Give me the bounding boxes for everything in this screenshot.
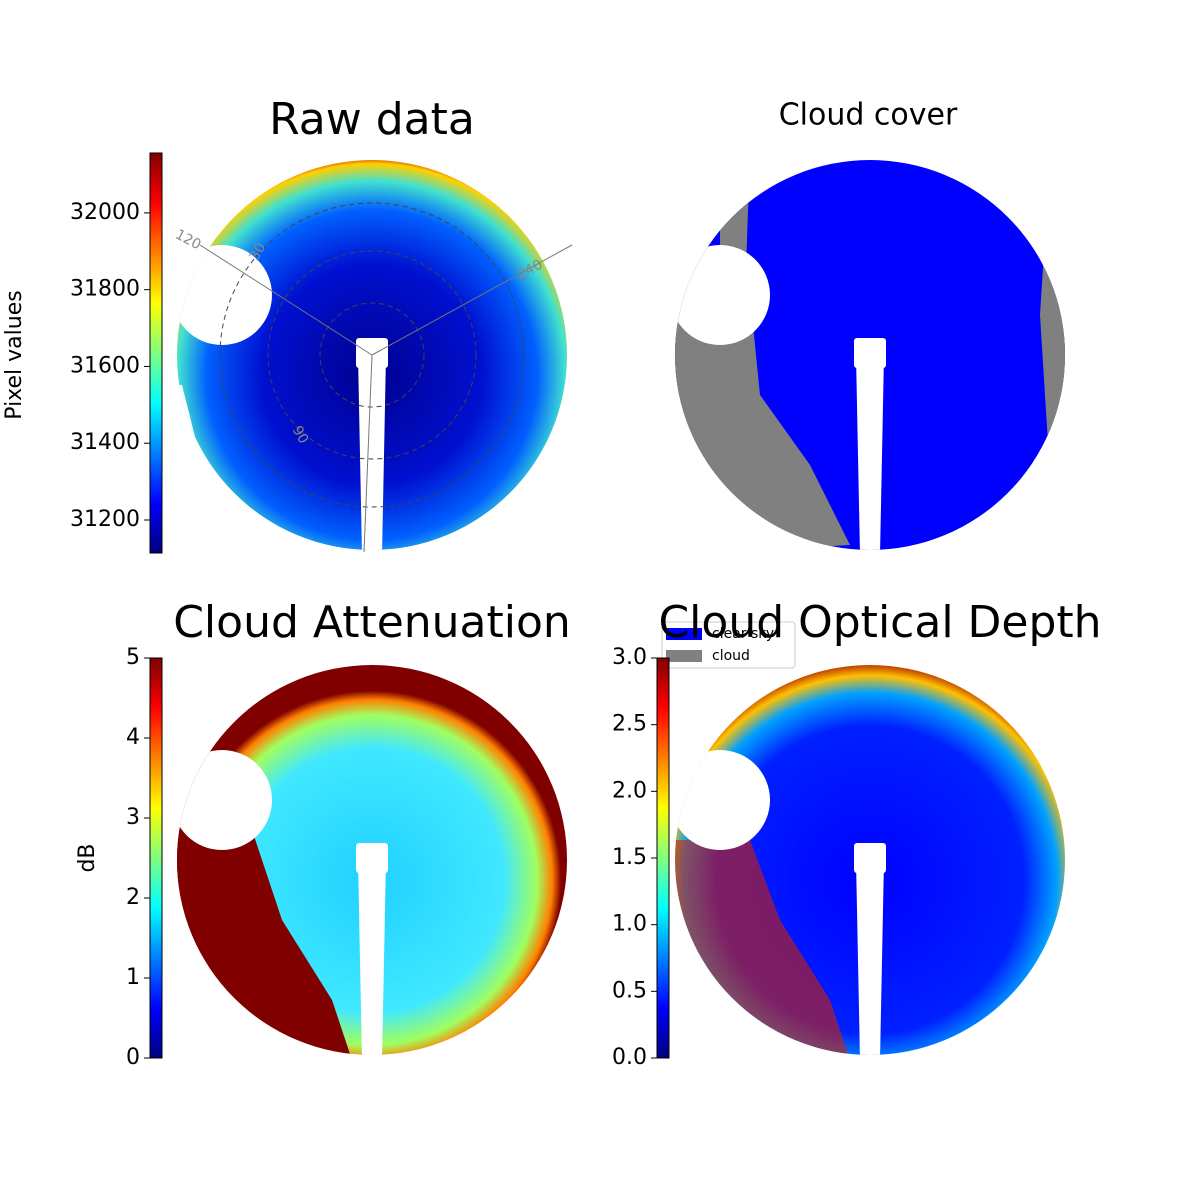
colorbar	[656, 657, 670, 1059]
optical-depth-image	[675, 665, 1065, 1055]
colorbar-label: Pixel values	[2, 290, 27, 419]
polar-annotation: 30	[247, 240, 270, 263]
colorbar-label: dB	[75, 843, 100, 872]
polar-grid	[199, 202, 573, 553]
colorbar-tick-label: 3.0	[612, 645, 647, 670]
legend-label: cloud	[712, 648, 750, 664]
polar-annotation: 120	[172, 227, 203, 254]
colorbar-tick-label: 1	[126, 965, 140, 990]
panel-title: Cloud cover	[779, 98, 958, 133]
colorbar-tick-label: 32000	[70, 200, 140, 225]
panel-title: Cloud Attenuation	[173, 597, 571, 648]
colorbar-tick-label: 31200	[70, 507, 140, 532]
colorbar-tick-label: 2.0	[612, 778, 647, 803]
colorbar-tick-label: 31600	[70, 353, 140, 378]
panel-title: Raw data	[269, 94, 475, 145]
legend-swatch	[666, 650, 702, 662]
legend-label: clear sky	[712, 626, 774, 642]
colorbar-tick-label: 4	[126, 725, 140, 750]
colorbar-tick-label: 3	[126, 805, 140, 830]
colorbar-tick-label: 31400	[70, 430, 140, 455]
cloud-cover-image	[675, 160, 1065, 550]
colorbar-tick-label: 1.5	[612, 845, 647, 870]
legend-swatch	[666, 628, 702, 640]
colorbar-tick-label: 2	[126, 885, 140, 910]
polar-annotation: 90	[289, 423, 312, 446]
colorbar-tick-label: 0.5	[612, 978, 647, 1003]
attenuation-image	[177, 665, 567, 1055]
panel-title: Cloud Optical Depth	[658, 597, 1101, 648]
colorbar	[149, 152, 163, 554]
colorbar-tick-label: 0.0	[612, 1045, 647, 1070]
colorbar-tick-label: 0	[126, 1045, 140, 1070]
colorbar-tick-label: 2.5	[612, 712, 647, 737]
colorbar-tick-label: 1.0	[612, 912, 647, 937]
colorbar	[149, 657, 163, 1059]
colorbar-tick-label: 5	[126, 645, 140, 670]
colorbar-tick-label: 31800	[70, 277, 140, 302]
